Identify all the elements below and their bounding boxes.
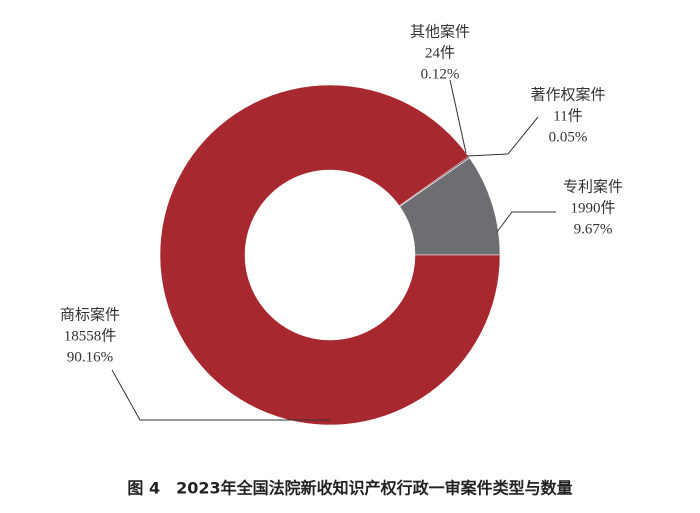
slice-label: 著作权案件 [530, 85, 605, 103]
value-label: 24件 [425, 44, 455, 61]
percent-label: 9.67% [574, 221, 613, 237]
percent-label: 0.05% [549, 129, 588, 145]
leader-line [496, 211, 556, 233]
donut-slice [159, 84, 501, 426]
percent-label: 0.12% [421, 66, 460, 82]
value-label: 1990件 [570, 199, 615, 216]
slice-label: 商标案件 [60, 305, 120, 323]
value-label: 11件 [553, 107, 582, 124]
percent-label: 90.16% [67, 349, 113, 365]
chart-title: 图 4 2023年全国法院新收知识产权行政一审案件类型与数量 [127, 479, 572, 498]
leader-line [449, 79, 467, 154]
slice-label: 其他案件 [410, 22, 470, 40]
value-label: 18558件 [64, 327, 117, 344]
leader-line [111, 369, 330, 421]
leader-line [466, 116, 539, 157]
slice-label: 专利案件 [563, 177, 623, 195]
